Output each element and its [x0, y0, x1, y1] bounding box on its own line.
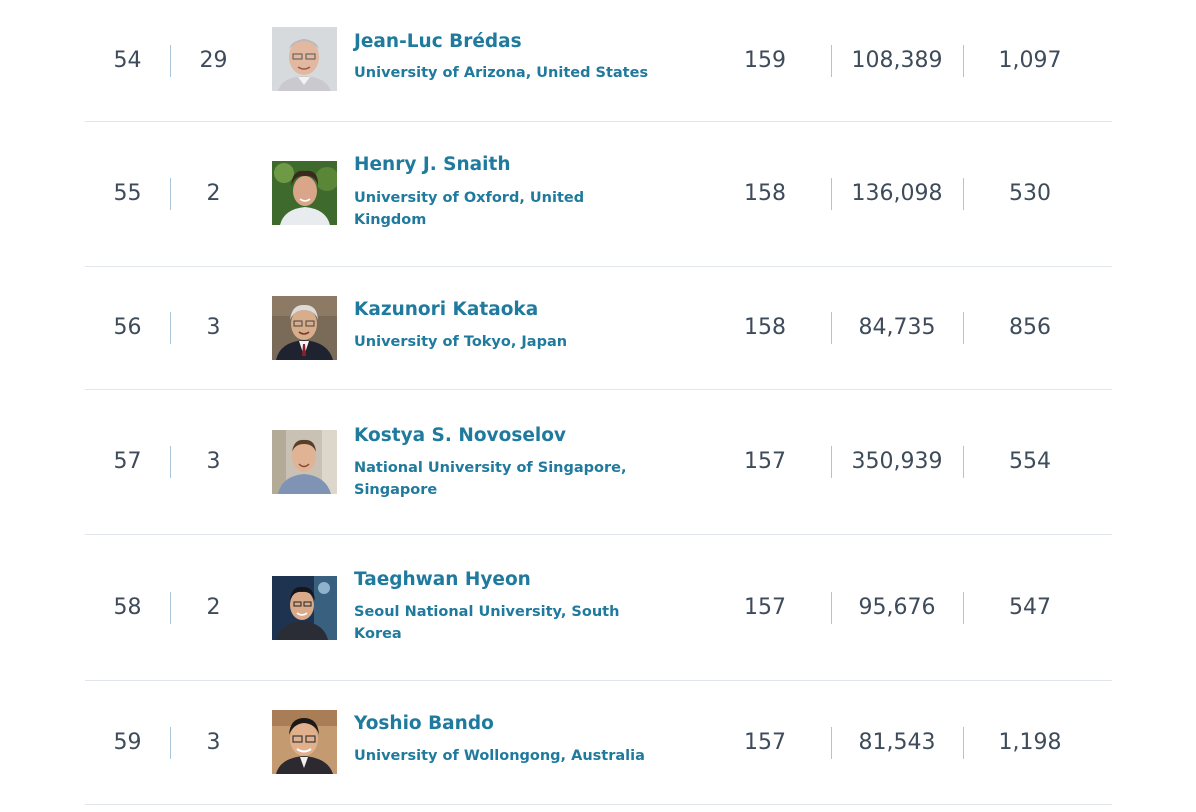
h-index-value: 157 — [744, 449, 786, 474]
national-rank-value: 3 — [206, 449, 221, 474]
column-divider — [831, 591, 832, 624]
scientist-name-link[interactable]: Jean-Luc Brédas — [354, 31, 522, 52]
h-index-value: 158 — [744, 181, 786, 206]
papers-value: 1,198 — [998, 729, 1062, 755]
table-row: 55 2 Henry J. Snaith University of Oxfor… — [85, 122, 1112, 267]
citations-value: 108,389 — [851, 47, 943, 73]
h-index-value: 158 — [744, 315, 786, 340]
citations-value: 84,735 — [858, 315, 936, 340]
scientist-info: Jean-Luc Brédas University of Arizona, U… — [354, 31, 654, 84]
ranking-table: 54 29 Jean-Luc Brédas University of Ariz… — [85, 0, 1112, 805]
scientist-info: Kazunori Kataoka University of Tokyo, Ja… — [354, 299, 654, 353]
column-divider — [170, 178, 171, 210]
scientist-info: Taeghwan Hyeon Seoul National University… — [354, 569, 654, 645]
scientist-photo[interactable] — [272, 710, 337, 774]
table-row: 59 3 Yoshio Bando University of Wollongo… — [85, 681, 1112, 805]
rank-value: 55 — [113, 181, 142, 206]
rank-value: 56 — [113, 315, 142, 340]
citations-value: 136,098 — [851, 181, 943, 206]
affiliation-link[interactable]: National University of Singapore, Singap… — [354, 460, 627, 498]
scientist-name-link[interactable]: Kostya S. Novoselov — [354, 425, 566, 446]
scientist-photo[interactable] — [272, 27, 337, 91]
table-row: 58 2 Taeghwan Hyeon Seoul National Unive… — [85, 535, 1112, 681]
national-rank-value: 29 — [199, 47, 228, 73]
papers-value: 530 — [1009, 181, 1051, 206]
column-divider — [170, 446, 171, 478]
national-rank-value: 3 — [206, 729, 221, 755]
rank-value: 58 — [113, 594, 142, 620]
scientist-info: Kostya S. Novoselov National University … — [354, 425, 654, 501]
column-divider — [963, 591, 964, 624]
papers-value: 547 — [1009, 594, 1051, 620]
column-divider — [963, 312, 964, 344]
scientist-name-link[interactable]: Kazunori Kataoka — [354, 299, 539, 320]
affiliation-link[interactable]: University of Oxford, United Kingdom — [354, 190, 585, 228]
affiliation-link[interactable]: Seoul National University, South Korea — [354, 604, 620, 642]
rank-value: 54 — [113, 47, 142, 73]
affiliation-link[interactable]: University of Wollongong, Australia — [354, 748, 645, 764]
table-row: 54 29 Jean-Luc Brédas University of Ariz… — [85, 0, 1112, 122]
column-divider — [963, 178, 964, 210]
scientist-name-link[interactable]: Taeghwan Hyeon — [354, 569, 531, 590]
table-row: 56 3 Kazunori Kataoka University of Toky… — [85, 267, 1112, 390]
affiliation-link[interactable]: University of Arizona, United States — [354, 65, 649, 81]
scientist-name-link[interactable]: Henry J. Snaith — [354, 154, 511, 175]
citations-value: 95,676 — [858, 594, 936, 620]
papers-value: 856 — [1009, 315, 1051, 340]
h-index-value: 157 — [744, 594, 786, 620]
national-rank-value: 2 — [206, 181, 221, 206]
column-divider — [831, 726, 832, 759]
column-divider — [963, 44, 964, 77]
papers-value: 1,097 — [998, 47, 1062, 73]
scientist-photo[interactable] — [272, 296, 337, 360]
national-rank-value: 2 — [206, 594, 221, 620]
rank-value: 59 — [113, 729, 142, 755]
citations-value: 81,543 — [858, 729, 936, 755]
column-divider — [963, 446, 964, 478]
column-divider — [170, 726, 171, 759]
column-divider — [831, 312, 832, 344]
affiliation-link[interactable]: University of Tokyo, Japan — [354, 334, 568, 350]
papers-value: 554 — [1009, 449, 1051, 474]
scientist-photo[interactable] — [272, 161, 337, 225]
column-divider — [831, 446, 832, 478]
scientist-info: Yoshio Bando University of Wollongong, A… — [354, 713, 654, 767]
column-divider — [831, 178, 832, 210]
citations-value: 350,939 — [851, 449, 943, 474]
h-index-value: 157 — [744, 729, 786, 755]
column-divider — [170, 312, 171, 344]
column-divider — [170, 591, 171, 624]
national-rank-value: 3 — [206, 315, 221, 340]
column-divider — [831, 44, 832, 77]
rank-value: 57 — [113, 449, 142, 474]
column-divider — [963, 726, 964, 759]
scientist-name-link[interactable]: Yoshio Bando — [354, 713, 494, 734]
h-index-value: 159 — [744, 47, 786, 73]
scientist-info: Henry J. Snaith University of Oxford, Un… — [354, 154, 654, 231]
scientist-photo[interactable] — [272, 430, 337, 494]
table-row: 57 3 Kostya S. Novoselov National Univer… — [85, 390, 1112, 535]
scientist-photo[interactable] — [272, 576, 337, 640]
column-divider — [170, 44, 171, 77]
